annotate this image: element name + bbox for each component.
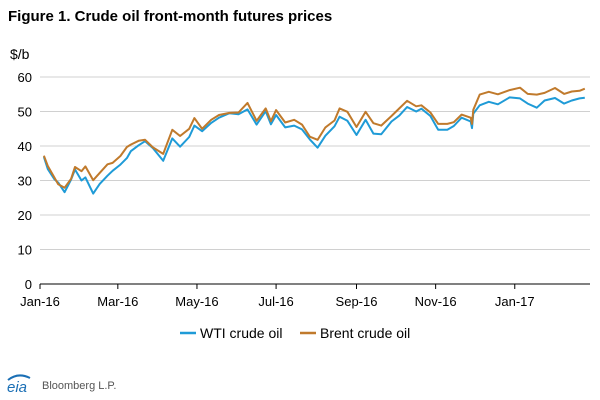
legend: WTI crude oil Brent crude oil (180, 325, 410, 341)
source-note: Bloomberg L.P. (42, 380, 117, 392)
eia-logo: eia (6, 374, 40, 394)
y-tick-label-20: 20 (18, 208, 32, 223)
y-tick-label-10: 10 (18, 243, 32, 258)
y-tick-label-40: 40 (18, 139, 32, 154)
series-line-wti (42, 96, 585, 195)
x-tick-label-2: May-16 (175, 294, 218, 309)
x-tick-label-5: Nov-16 (415, 294, 457, 309)
series-line-brent (42, 86, 586, 189)
legend-item-wti-label: WTI crude oil (200, 325, 282, 341)
series-lines (42, 86, 586, 195)
y-tick-label-50: 50 (18, 105, 32, 120)
x-tick-label-6: Jan-17 (495, 294, 535, 309)
legend-item-brent-label: Brent crude oil (320, 325, 410, 341)
x-tick-label-0: Jan-16 (20, 294, 60, 309)
y-tick-label-60: 60 (18, 70, 32, 85)
y-axis-unit-label: $/b (10, 46, 30, 62)
gridlines (40, 76, 590, 250)
eia-logo-icon: eia (7, 374, 31, 394)
y-tick-label-30: 30 (18, 174, 32, 189)
x-tick-label-4: Sep-16 (336, 294, 378, 309)
chart-title: Figure 1. Crude oil front-month futures … (8, 8, 333, 25)
x-tick-label-1: Mar-16 (97, 294, 138, 309)
x-tick-label-3: Jul-16 (258, 294, 293, 309)
svg-text:eia: eia (7, 379, 27, 394)
axes: 0 10 20 30 40 50 60 Jan-16 Mar-16 May-16 Jul-16 Sep… (18, 70, 590, 309)
y-tick-label-0: 0 (25, 277, 32, 292)
